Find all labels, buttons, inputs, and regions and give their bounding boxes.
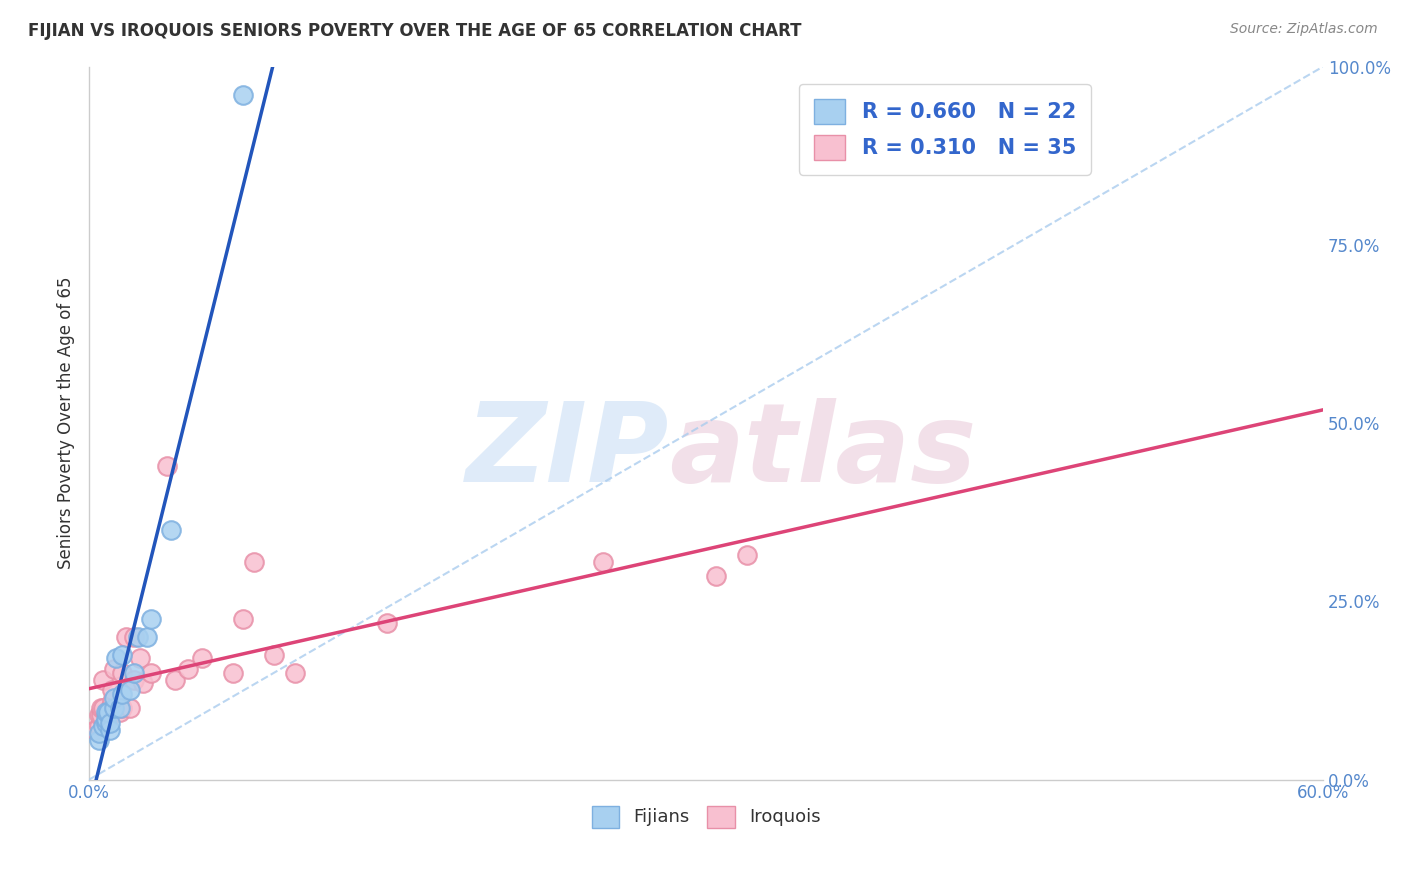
Point xyxy=(94,712,117,726)
Point xyxy=(160,523,183,537)
Point xyxy=(103,662,125,676)
Point xyxy=(124,665,146,680)
Point xyxy=(124,673,146,687)
Point xyxy=(103,701,125,715)
Point xyxy=(131,676,153,690)
Point xyxy=(84,723,107,737)
Point xyxy=(98,701,121,715)
Point xyxy=(165,673,187,687)
Point xyxy=(139,665,162,680)
Point xyxy=(111,701,134,715)
Point xyxy=(232,88,254,103)
Point xyxy=(94,715,117,730)
Point xyxy=(120,683,142,698)
Point xyxy=(222,665,245,680)
Point xyxy=(100,694,122,708)
Point xyxy=(375,615,398,630)
Point xyxy=(90,708,112,723)
Point xyxy=(111,665,134,680)
Point xyxy=(115,630,138,644)
Point xyxy=(191,651,214,665)
Point xyxy=(735,548,758,562)
Point xyxy=(89,726,111,740)
Text: atlas: atlas xyxy=(669,398,976,505)
Point xyxy=(706,569,728,583)
Point xyxy=(139,612,162,626)
Point xyxy=(129,651,152,665)
Point xyxy=(98,715,121,730)
Point xyxy=(89,719,111,733)
Point xyxy=(97,712,120,726)
Point xyxy=(124,630,146,644)
Point xyxy=(89,708,111,723)
Point xyxy=(103,690,125,705)
Point xyxy=(120,701,142,715)
Legend: Fijians, Iroquois: Fijians, Iroquois xyxy=(585,798,828,835)
Point xyxy=(93,673,115,687)
Point xyxy=(263,648,285,662)
Point xyxy=(135,630,157,644)
Point xyxy=(127,630,149,644)
Point xyxy=(108,705,131,719)
Point xyxy=(108,701,131,715)
Point xyxy=(242,555,264,569)
Text: ZIP: ZIP xyxy=(465,398,669,505)
Y-axis label: Seniors Poverty Over the Age of 65: Seniors Poverty Over the Age of 65 xyxy=(58,277,75,569)
Text: Source: ZipAtlas.com: Source: ZipAtlas.com xyxy=(1230,22,1378,37)
Point xyxy=(104,651,127,665)
Point xyxy=(111,648,134,662)
Point xyxy=(232,612,254,626)
Point xyxy=(90,701,112,715)
Point xyxy=(93,719,115,733)
Point xyxy=(89,733,111,747)
Point xyxy=(94,705,117,719)
Point xyxy=(592,555,614,569)
Point xyxy=(97,705,120,719)
Point xyxy=(93,701,115,715)
Text: FIJIAN VS IROQUOIS SENIORS POVERTY OVER THE AGE OF 65 CORRELATION CHART: FIJIAN VS IROQUOIS SENIORS POVERTY OVER … xyxy=(28,22,801,40)
Point xyxy=(111,687,134,701)
Point xyxy=(98,723,121,737)
Point xyxy=(156,458,179,473)
Point xyxy=(284,665,307,680)
Point xyxy=(177,662,200,676)
Point xyxy=(100,683,122,698)
